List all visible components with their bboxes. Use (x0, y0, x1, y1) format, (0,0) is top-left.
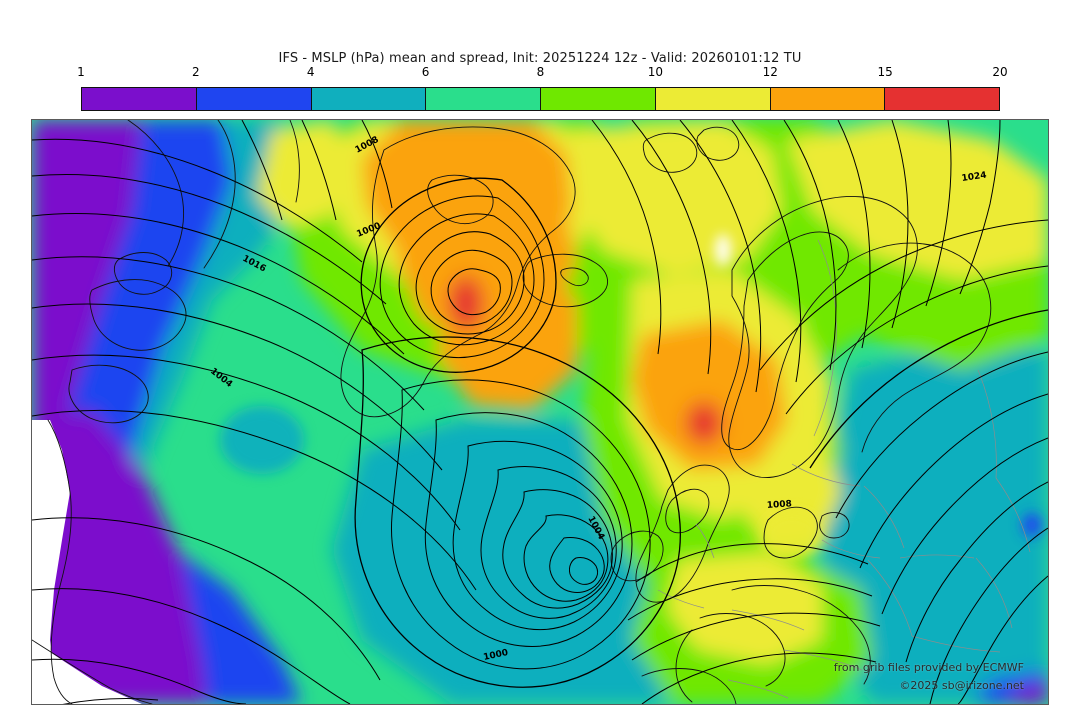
mslp-spread-map: 1008 1000 1024 1008 1016 1004 1004 1000 (32, 120, 1048, 704)
attribution-line-1: from grib files provided by ECMWF (833, 661, 1024, 674)
political-borders-layer (657, 239, 1031, 699)
coastline-layer (32, 120, 992, 704)
colorbar-segment-10-12 (655, 88, 771, 110)
colorbar-tick-6: 6 (421, 65, 430, 79)
colorbar-segment-12-15 (770, 88, 886, 110)
colorbar-segment-1-2 (82, 88, 197, 110)
colorbar-tick-10: 10 (647, 65, 664, 79)
colorbar-tick-20: 20 (992, 65, 1008, 79)
north-america-landmass (32, 420, 72, 704)
page-title: IFS - MSLP (hPa) mean and spread, Init: … (278, 51, 802, 66)
attribution-line-2: ©2025 sb@irizone.net (899, 679, 1024, 692)
isobar-contour-layer (32, 120, 1048, 704)
colorbar-tick-1: 1 (77, 65, 85, 79)
colorbar-segment-2-4 (196, 88, 312, 110)
spread-shading-layer (32, 120, 1048, 704)
colorbar: 1 2 4 6 8 10 12 15 20 (77, 65, 1008, 111)
colorbar-segment-8-10 (541, 88, 656, 110)
colorbar-tick-2: 2 (192, 65, 200, 79)
isobar-label-1008b: 1008 (767, 499, 793, 511)
north-america-landmass-2 (32, 640, 142, 704)
colorbar-segment-4-6 (311, 88, 427, 110)
colorbar-tick-4: 4 (306, 65, 315, 79)
colorbar-tick-15: 15 (877, 65, 893, 79)
colorbar-segment-6-8 (426, 88, 541, 110)
colorbar-gradient (81, 87, 1000, 111)
map-canvas[interactable]: 1008 1000 1024 1008 1016 1004 1004 1000 … (31, 119, 1049, 705)
isobar-label-1024: 1024 (961, 171, 987, 184)
colorbar-tick-8: 8 (536, 65, 545, 79)
colorbar-tick-12: 12 (762, 65, 778, 79)
colorbar-tick-labels: 1 2 4 6 8 10 12 15 20 (77, 65, 1007, 83)
colorbar-segment-15-20 (885, 88, 999, 110)
